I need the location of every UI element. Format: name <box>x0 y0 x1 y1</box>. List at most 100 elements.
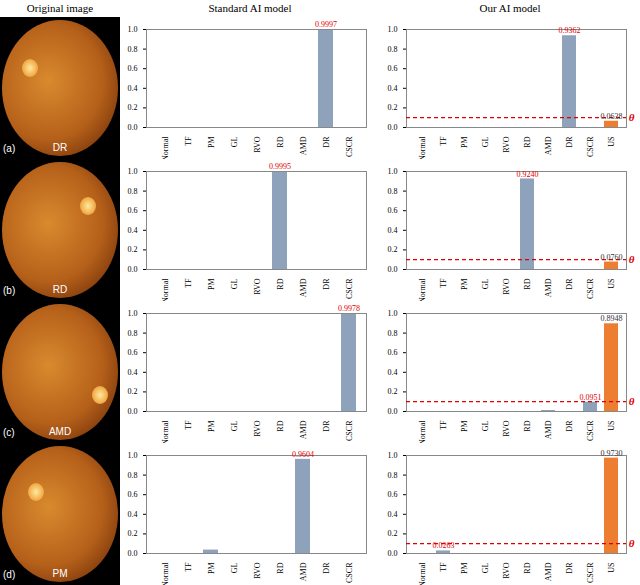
svg-text:0.4: 0.4 <box>388 368 398 377</box>
svg-text:0.9997: 0.9997 <box>315 20 337 29</box>
svg-text:RVO: RVO <box>253 562 262 578</box>
svg-text:RVO: RVO <box>502 420 511 436</box>
svg-text:RD: RD <box>523 562 532 573</box>
svg-text:US: US <box>607 563 616 573</box>
svg-text:0.9240: 0.9240 <box>517 170 539 179</box>
svg-text:0.2: 0.2 <box>388 529 398 538</box>
svg-text:0.4: 0.4 <box>388 84 398 93</box>
svg-text:GL: GL <box>481 136 490 147</box>
svg-text:1.0: 1.0 <box>388 451 398 460</box>
svg-text:CSCR: CSCR <box>586 562 595 583</box>
svg-text:Normal: Normal <box>418 420 427 443</box>
svg-text:0.8948: 0.8948 <box>601 314 623 323</box>
svg-text:AMD: AMD <box>544 562 553 581</box>
svg-text:RD: RD <box>523 136 532 147</box>
svg-text:CSCR: CSCR <box>345 278 354 299</box>
svg-text:0.8: 0.8 <box>388 471 398 480</box>
svg-text:RD: RD <box>523 278 532 289</box>
svg-text:0.9362: 0.9362 <box>559 26 581 35</box>
svg-text:DR: DR <box>565 420 574 432</box>
svg-text:0.9604: 0.9604 <box>292 450 314 459</box>
svg-text:CSCR: CSCR <box>345 136 354 157</box>
svg-text:0.0638: 0.0638 <box>601 112 623 121</box>
svg-text:RVO: RVO <box>253 136 262 152</box>
svg-text:Normal: Normal <box>161 136 170 159</box>
svg-text:θ: θ <box>629 111 635 123</box>
svg-text:1.0: 1.0 <box>128 309 138 318</box>
svg-text:RVO: RVO <box>502 278 511 294</box>
svg-text:Normal: Normal <box>161 278 170 301</box>
svg-text:1.0: 1.0 <box>388 167 398 176</box>
svg-text:CSCR: CSCR <box>345 562 354 583</box>
svg-text:0.4: 0.4 <box>388 226 398 235</box>
svg-text:CSCR: CSCR <box>345 420 354 441</box>
svg-text:0.6: 0.6 <box>128 348 138 357</box>
svg-text:DR: DR <box>322 278 331 290</box>
svg-text:0.2: 0.2 <box>388 245 398 254</box>
svg-text:AMD: AMD <box>299 562 308 581</box>
svg-text:0.8: 0.8 <box>128 329 138 338</box>
svg-text:0.9978: 0.9978 <box>338 304 360 313</box>
svg-text:Normal: Normal <box>418 562 427 585</box>
svg-text:AMD: AMD <box>299 420 308 439</box>
svg-text:0.0: 0.0 <box>388 407 398 416</box>
svg-text:θ: θ <box>629 253 635 265</box>
svg-text:GL: GL <box>230 562 239 573</box>
svg-text:Normal: Normal <box>418 278 427 301</box>
svg-text:TF: TF <box>184 278 193 288</box>
svg-text:0.8: 0.8 <box>388 45 398 54</box>
svg-text:1.0: 1.0 <box>128 167 138 176</box>
svg-text:US: US <box>607 137 616 147</box>
svg-text:GL: GL <box>230 136 239 147</box>
svg-text:1.0: 1.0 <box>128 451 138 460</box>
svg-text:TF: TF <box>184 420 193 430</box>
svg-text:1.0: 1.0 <box>128 25 138 34</box>
svg-text:TF: TF <box>184 562 193 572</box>
svg-text:US: US <box>607 421 616 431</box>
svg-text:GL: GL <box>481 562 490 573</box>
svg-text:0.8: 0.8 <box>128 187 138 196</box>
svg-text:0.8: 0.8 <box>388 329 398 338</box>
svg-text:AMD: AMD <box>544 420 553 439</box>
svg-text:Normal: Normal <box>161 420 170 443</box>
svg-text:TF: TF <box>439 278 448 288</box>
svg-text:0.4: 0.4 <box>128 368 138 377</box>
svg-text:RD: RD <box>276 420 285 431</box>
svg-text:RVO: RVO <box>502 136 511 152</box>
svg-text:0.4: 0.4 <box>128 510 138 519</box>
svg-text:DR: DR <box>565 136 574 148</box>
svg-text:0.2: 0.2 <box>128 245 138 254</box>
svg-text:0.6: 0.6 <box>388 348 398 357</box>
svg-text:0.0: 0.0 <box>128 265 138 274</box>
svg-text:GL: GL <box>481 278 490 289</box>
svg-text:0.0: 0.0 <box>128 123 138 132</box>
svg-text:DR: DR <box>322 562 331 574</box>
svg-text:RVO: RVO <box>253 420 262 436</box>
svg-text:0.6: 0.6 <box>128 490 138 499</box>
svg-text:0.4: 0.4 <box>388 510 398 519</box>
svg-text:0.6: 0.6 <box>388 490 398 499</box>
svg-text:0.6: 0.6 <box>128 64 138 73</box>
svg-text:DR: DR <box>565 562 574 574</box>
svg-text:0.2: 0.2 <box>128 387 138 396</box>
svg-text:0.6: 0.6 <box>388 206 398 215</box>
svg-text:PM: PM <box>460 279 469 291</box>
svg-text:PM: PM <box>207 137 216 149</box>
svg-text:TF: TF <box>184 136 193 146</box>
svg-text:0.8: 0.8 <box>128 45 138 54</box>
svg-text:0.0: 0.0 <box>388 265 398 274</box>
svg-text:GL: GL <box>230 278 239 289</box>
svg-text:θ: θ <box>629 395 635 407</box>
svg-text:0.4: 0.4 <box>128 226 138 235</box>
svg-text:PM: PM <box>207 279 216 291</box>
svg-text:PM: PM <box>207 563 216 575</box>
svg-text:0.0951: 0.0951 <box>580 393 602 402</box>
svg-text:CSCR: CSCR <box>586 278 595 299</box>
svg-text:AMD: AMD <box>299 278 308 297</box>
svg-text:GL: GL <box>230 420 239 431</box>
svg-text:AMD: AMD <box>299 136 308 155</box>
svg-text:AMD: AMD <box>544 278 553 297</box>
svg-text:0.9995: 0.9995 <box>269 162 291 171</box>
svg-text:DR: DR <box>322 136 331 148</box>
svg-text:GL: GL <box>481 420 490 431</box>
